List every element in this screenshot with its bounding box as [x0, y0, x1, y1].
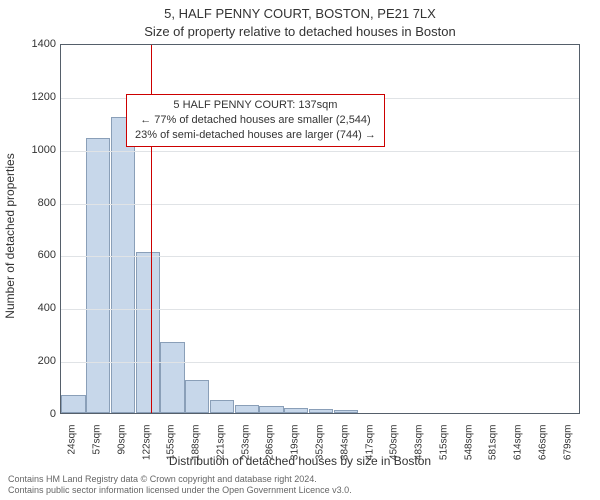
grid-line — [61, 256, 579, 257]
info-line2: ← 77% of detached houses are smaller (2,… — [135, 113, 376, 128]
footer-line2: Contains public sector information licen… — [8, 485, 352, 496]
grid-line — [61, 204, 579, 205]
bar — [284, 408, 308, 413]
bar — [334, 410, 358, 413]
bar — [185, 380, 209, 413]
y-tick-label: 0 — [16, 408, 56, 420]
info-line1: 5 HALF PENNY COURT: 137sqm — [135, 98, 376, 113]
bar — [136, 252, 160, 413]
footer: Contains HM Land Registry data © Crown c… — [8, 474, 352, 496]
y-tick-label: 1400 — [16, 38, 56, 50]
chart-title-line2: Size of property relative to detached ho… — [0, 24, 600, 39]
chart-title-line1: 5, HALF PENNY COURT, BOSTON, PE21 7LX — [0, 6, 600, 21]
info-line3: 23% of semi-detached houses are larger (… — [135, 128, 376, 143]
y-tick-label: 200 — [16, 355, 56, 367]
grid-line — [61, 151, 579, 152]
y-tick-label: 600 — [16, 249, 56, 261]
bar — [309, 409, 333, 413]
y-tick-label: 800 — [16, 197, 56, 209]
bar — [111, 117, 135, 413]
y-axis-label: Number of detached properties — [3, 153, 17, 318]
grid-line — [61, 309, 579, 310]
bar — [61, 395, 85, 414]
bar — [210, 400, 234, 413]
footer-line1: Contains HM Land Registry data © Crown c… — [8, 474, 352, 485]
bar — [235, 405, 259, 413]
y-tick-label: 1000 — [16, 144, 56, 156]
y-tick-label: 400 — [16, 302, 56, 314]
bar — [160, 342, 184, 413]
y-tick-label: 1200 — [16, 91, 56, 103]
chart-container: 5, HALF PENNY COURT, BOSTON, PE21 7LX Si… — [0, 0, 600, 500]
bar — [259, 406, 283, 413]
x-axis-label: Distribution of detached houses by size … — [0, 454, 600, 468]
bar — [86, 138, 110, 413]
grid-line — [61, 362, 579, 363]
plot-area: 5 HALF PENNY COURT: 137sqm ← 77% of deta… — [60, 44, 580, 414]
info-box: 5 HALF PENNY COURT: 137sqm ← 77% of deta… — [126, 94, 385, 147]
